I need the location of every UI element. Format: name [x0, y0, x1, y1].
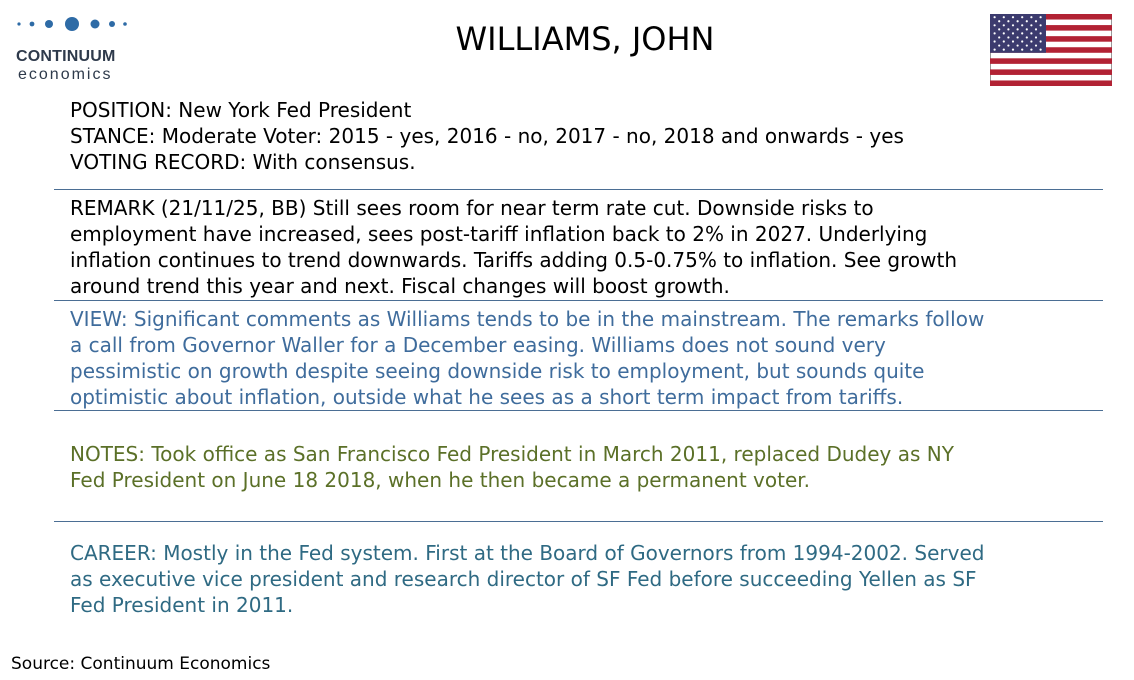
logo-name: CONTINUUM	[16, 48, 116, 65]
stance-line: STANCE: Moderate Voter: 2015 - yes, 2016…	[70, 124, 904, 148]
divider	[54, 521, 1103, 522]
page-title: WILLIAMS, JOHN	[455, 20, 715, 58]
remark-line: REMARK (21/11/25, BB) Still sees room fo…	[70, 196, 874, 220]
remark-block: REMARK (21/11/25, BB) Still sees room fo…	[70, 195, 1120, 299]
remark-line: employment have increased, sees post-tar…	[70, 222, 928, 246]
notes-block: NOTES: Took office as San Francisco Fed …	[70, 441, 1120, 493]
continuum-economics-logo: CONTINUUM economics	[14, 14, 134, 83]
divider	[54, 410, 1103, 411]
us-flag-icon	[990, 14, 1112, 86]
view-line: a call from Governor Waller for a Decemb…	[70, 333, 886, 357]
view-line: VIEW: Significant comments as Williams t…	[70, 307, 985, 331]
career-block: CAREER: Mostly in the Fed system. First …	[70, 540, 1120, 618]
divider	[54, 300, 1103, 301]
career-line: CAREER: Mostly in the Fed system. First …	[70, 541, 985, 565]
remark-line: around trend this year and next. Fiscal …	[70, 274, 730, 298]
remark-line: inflation continues to trend downwards. …	[70, 248, 958, 272]
logo-dots-icon	[17, 17, 127, 31]
view-line: optimistic about inflation, outside what…	[70, 385, 904, 409]
view-line: pessimistic on growth despite seeing dow…	[70, 359, 925, 383]
profile-block: POSITION: New York Fed President STANCE:…	[70, 97, 1120, 175]
notes-line: NOTES: Took office as San Francisco Fed …	[70, 442, 954, 466]
career-line: as executive vice president and research…	[70, 567, 977, 591]
career-line: Fed President in 2011.	[70, 593, 294, 617]
notes-line: Fed President on June 18 2018, when he t…	[70, 468, 811, 492]
view-block: VIEW: Significant comments as Williams t…	[70, 306, 1120, 410]
position-line: POSITION: New York Fed President	[70, 98, 412, 122]
logo-sub: economics	[18, 66, 113, 83]
source-note: Source: Continuum Economics	[11, 654, 271, 674]
divider	[54, 189, 1103, 190]
voting-record-line: VOTING RECORD: With consensus.	[70, 150, 416, 174]
